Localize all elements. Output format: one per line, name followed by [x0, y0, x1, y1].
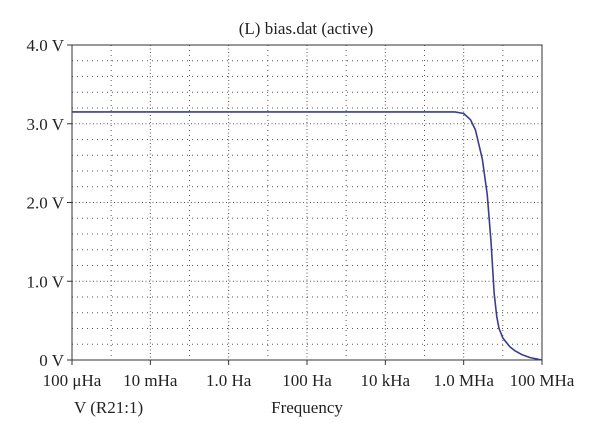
x-tick-label: 1.0 Ha: [206, 371, 252, 390]
x-tick-label: 100 MHa: [510, 371, 575, 390]
x-axis-label: Frequency: [271, 398, 343, 417]
trace-label: V (R21:1): [74, 398, 143, 417]
x-tick-label: 10 mHa: [123, 371, 178, 390]
series-layer: [72, 111, 543, 361]
y-tick-label: 2.0 V: [27, 194, 65, 213]
y-tick-label: 4.0 V: [27, 36, 65, 55]
grid: [72, 45, 542, 360]
x-tick-label: 100 Ha: [282, 371, 332, 390]
chart-title: (L) bias.dat (active): [239, 19, 374, 38]
y-tick-label: 1.0 V: [27, 272, 65, 291]
y-tick-label: 3.0 V: [27, 115, 65, 134]
x-tick-label: 10 kHa: [361, 371, 411, 390]
y-axis: 0 V 1.0 V 2.0 V 3.0 V 4.0 V: [27, 36, 72, 370]
series-line: [72, 111, 543, 361]
x-tick-label: 1.0 MHa: [433, 371, 494, 390]
x-axis: 100 μHa 10 mHa 1.0 Ha 100 Ha 10 kHa 1.0 MHa 10…: [43, 360, 575, 390]
y-tick-label: 0 V: [39, 351, 64, 370]
x-tick-label: 100 μHa: [43, 371, 102, 390]
